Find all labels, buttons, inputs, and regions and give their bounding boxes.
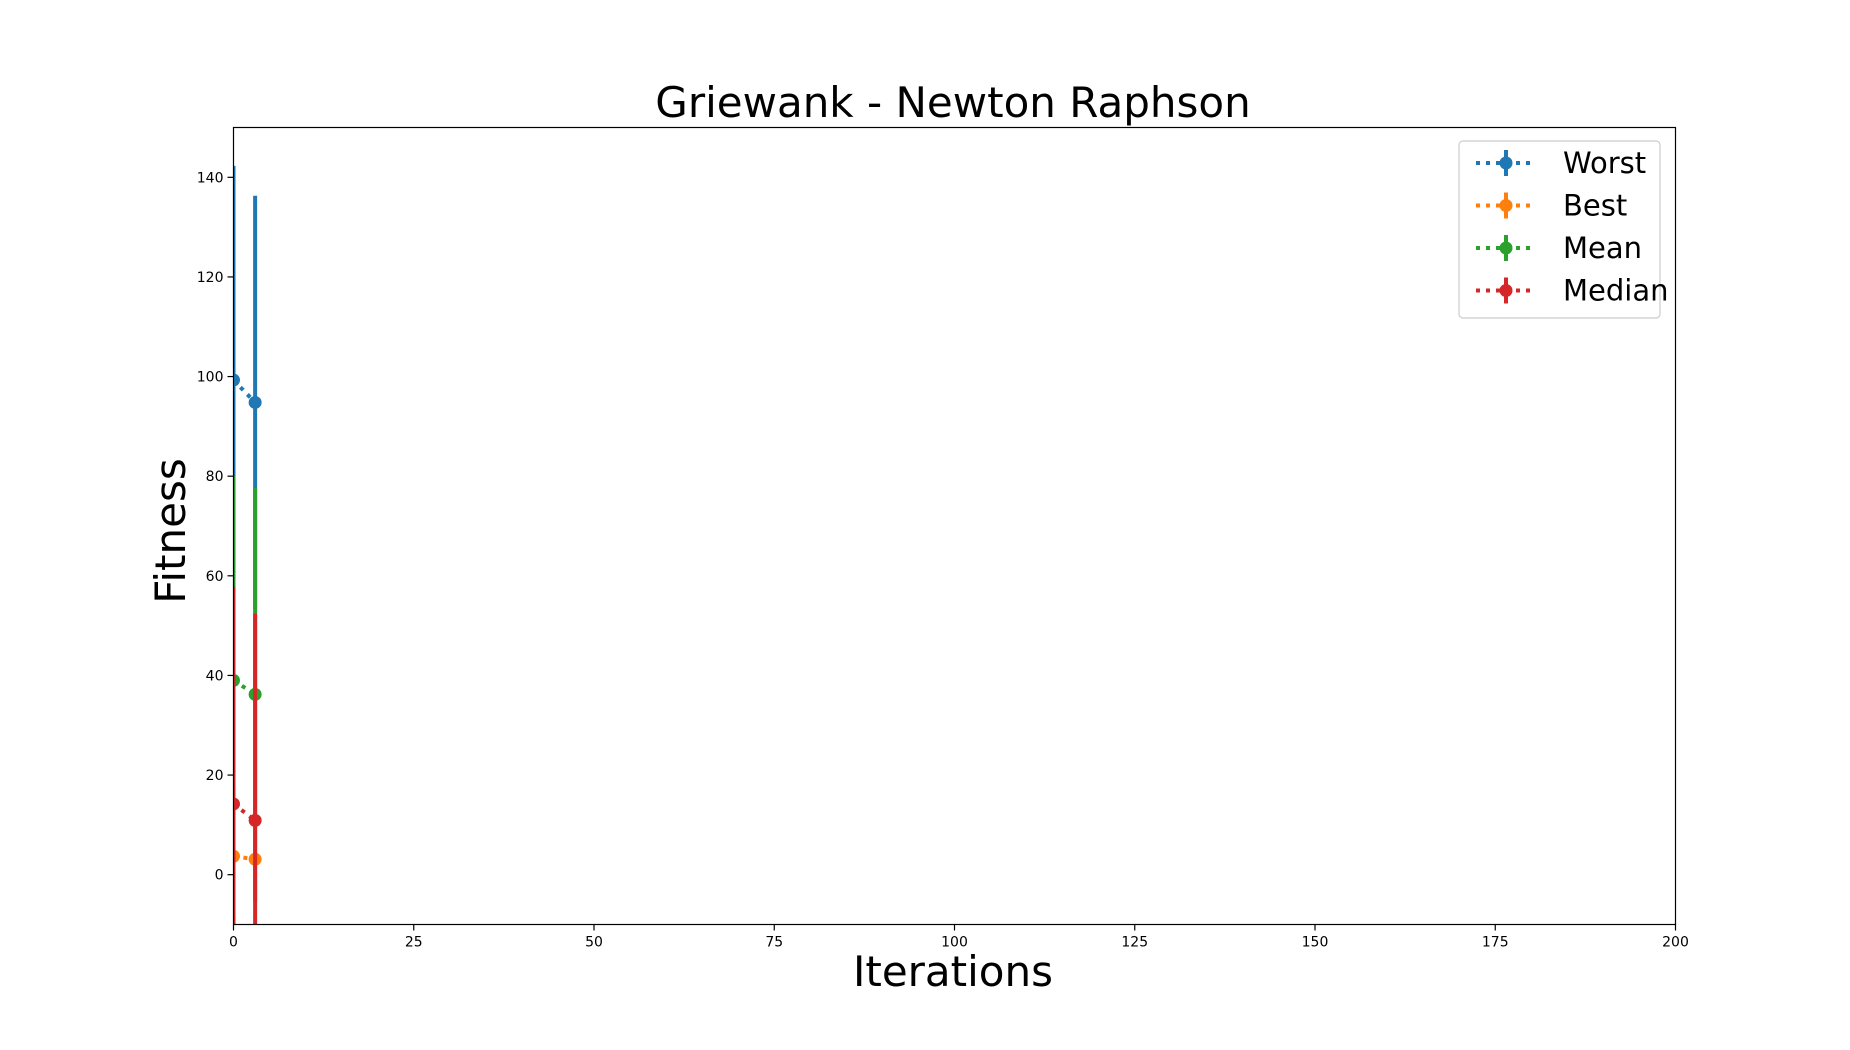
x-tick-label: 0 <box>229 935 238 951</box>
y-tick-label: 140 <box>197 170 224 186</box>
x-tick-label: 125 <box>1121 935 1148 951</box>
y-axis: 0 20 40 60 80 100 120 140 <box>197 170 234 884</box>
legend-label: Worst <box>1563 146 1646 180</box>
data-point-worst <box>233 373 240 387</box>
legend-entry-worst: Worst <box>1476 146 1646 180</box>
x-tick-label: 150 <box>1302 935 1329 951</box>
x-axis-label: Iterations <box>853 947 1053 996</box>
x-tick-label: 75 <box>765 935 783 951</box>
y-tick-label: 40 <box>206 668 224 684</box>
legend: Worst Best Mean Median <box>1458 140 1668 319</box>
x-tick-label: 50 <box>585 935 603 951</box>
x-tick-label: 175 <box>1482 935 1509 951</box>
data-point-median <box>233 797 240 811</box>
data-point-median <box>248 813 262 827</box>
legend-label: Median <box>1563 274 1668 308</box>
y-tick-label: 20 <box>206 768 224 784</box>
y-tick-label: 120 <box>197 270 224 286</box>
legend-entry-best: Best <box>1476 189 1627 223</box>
y-tick-label: 100 <box>197 370 224 386</box>
legend-marker <box>1499 199 1513 212</box>
series-median <box>233 587 262 925</box>
legend-label: Best <box>1563 189 1627 223</box>
legend-frame <box>1458 140 1661 319</box>
plot-clipped-group <box>233 165 262 925</box>
x-tick-label: 100 <box>941 935 968 951</box>
legend-label: Mean <box>1563 231 1642 265</box>
plot-area <box>233 165 262 925</box>
legend-marker <box>1499 284 1513 297</box>
x-tick-label: 25 <box>405 935 423 951</box>
data-point-worst <box>248 395 262 409</box>
y-tick-label: 80 <box>206 469 224 485</box>
x-tick-label: 200 <box>1662 935 1689 951</box>
x-axis: 0 25 50 75 100 125 150 175 200 <box>229 924 1689 951</box>
y-tick-label: 0 <box>215 868 224 884</box>
legend-entry-mean: Mean <box>1476 231 1642 265</box>
y-axis-label: Fitness <box>146 458 195 603</box>
y-tick-label: 60 <box>206 569 224 585</box>
legend-marker <box>1499 241 1513 255</box>
legend-marker <box>1499 156 1513 170</box>
chart-title: Griewank - Newton Raphson <box>655 78 1250 127</box>
legend-entry-median: Median <box>1476 274 1668 308</box>
